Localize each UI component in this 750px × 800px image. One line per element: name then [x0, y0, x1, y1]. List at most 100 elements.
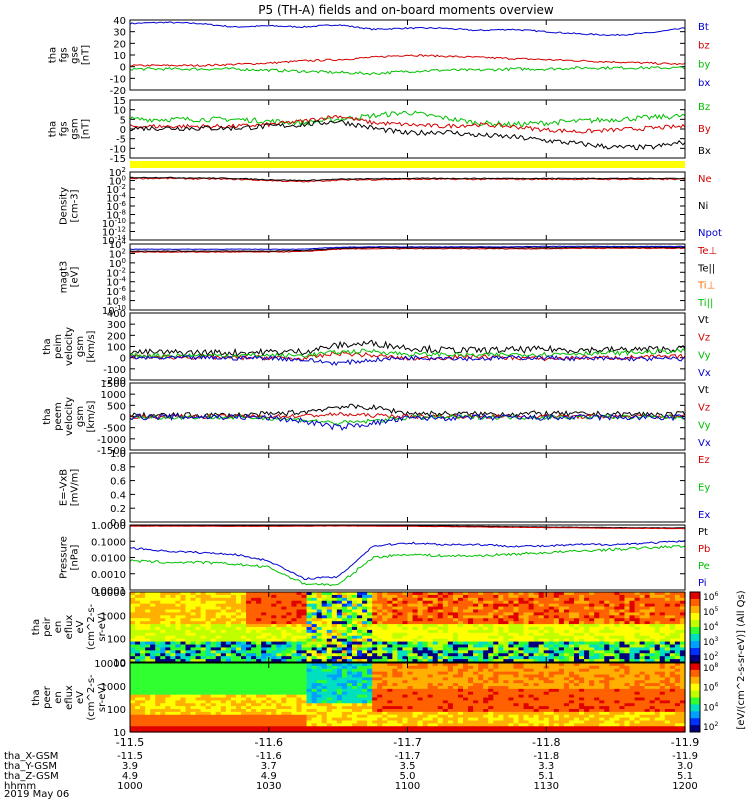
- spectrogram-cell: [452, 659, 459, 663]
- spectrogram-cell: [135, 653, 141, 657]
- spectrogram-cell: [543, 635, 550, 640]
- ylabel-line: en: [53, 621, 64, 634]
- spectrogram-cell: [357, 647, 363, 651]
- legend-entry: Vz: [698, 333, 710, 344]
- spectrogram-cell: [599, 603, 605, 608]
- spectrogram-cell: [463, 624, 469, 628]
- spectrogram-cell: [493, 703, 499, 707]
- spectrogram-cell: [341, 629, 348, 634]
- spectrogram-cell: [140, 691, 146, 696]
- spectrogram-cell: [160, 723, 166, 727]
- spectrogram-cell: [478, 629, 484, 634]
- spectrogram-cell: [498, 700, 504, 704]
- spectrogram-cell: [225, 615, 232, 619]
- spectrogram-cell: [594, 606, 600, 611]
- spectrogram-cell: [392, 592, 399, 596]
- spectrogram-cell: [538, 656, 545, 660]
- spectrogram-cell: [160, 720, 166, 724]
- spectrogram-cell: [276, 650, 282, 654]
- spectrogram-cell: [498, 688, 504, 693]
- spectrogram-cell: [362, 597, 368, 602]
- spectrogram-cell: [437, 674, 444, 678]
- spectrogram-cell: [513, 668, 520, 673]
- spectrogram-cell: [599, 615, 605, 619]
- spectrogram-cell: [528, 615, 535, 619]
- colorbar-tick-label: 105: [703, 606, 718, 618]
- spectrogram-cell: [498, 609, 504, 614]
- spectrogram-cell: [160, 618, 166, 622]
- spectrogram-cell: [382, 691, 388, 696]
- spectrogram-cell: [513, 659, 520, 663]
- spectrogram-cell: [372, 621, 378, 625]
- ylabel-line: tha: [42, 408, 53, 424]
- spectrogram-cell: [130, 641, 136, 646]
- spectrogram-cell: [130, 600, 136, 605]
- spectrogram-cell: [331, 711, 338, 716]
- spectrogram-cell: [659, 600, 666, 605]
- spectrogram-cell: [276, 677, 282, 681]
- spectrogram-cell: [352, 609, 358, 614]
- spectrogram-cell: [483, 635, 489, 640]
- spectrogram-cell: [508, 700, 515, 704]
- spectrogram-cell: [629, 627, 636, 631]
- spectrogram-cell: [498, 603, 504, 608]
- spectrogram-cell: [447, 709, 454, 713]
- spectrogram-cell: [498, 653, 504, 657]
- spectrogram-cell: [629, 612, 636, 616]
- spectrogram-cell: [241, 674, 247, 678]
- spectrogram-cell: [266, 706, 272, 710]
- spectrogram-cell: [498, 671, 504, 676]
- spectrogram-cell: [437, 723, 444, 727]
- spectrogram-cell: [251, 686, 257, 690]
- spectrogram-cell: [130, 711, 136, 716]
- spectrogram-cell: [609, 615, 615, 619]
- ylabel-line: (cm^2-s-: [86, 603, 97, 650]
- spectrogram-cell: [468, 624, 474, 628]
- spectrogram-cell: [503, 688, 510, 693]
- spectrogram-cell: [210, 671, 217, 676]
- spectrogram-cell: [140, 592, 146, 596]
- spectrogram-cell: [205, 694, 212, 699]
- spectrogram-cell: [427, 671, 434, 676]
- spectrogram-cell: [130, 683, 136, 687]
- spectrogram-cell: [634, 597, 641, 602]
- spectrogram-cell: [362, 659, 368, 663]
- spectrogram-cell: [235, 644, 242, 649]
- spectrogram-cell: [306, 629, 313, 634]
- spectrogram-cell: [679, 641, 686, 646]
- series-line: [129, 54, 686, 67]
- spectrogram-cell: [235, 691, 242, 696]
- spectrogram-cell: [659, 629, 666, 634]
- spectrogram-cell: [382, 635, 388, 640]
- spectrogram-cell: [533, 688, 540, 693]
- spectrogram-cell: [155, 665, 161, 670]
- spectrogram-cell: [301, 594, 308, 599]
- spectrogram-cell: [251, 629, 257, 634]
- spectrogram-cell: [513, 720, 520, 724]
- spectrogram-cell: [352, 612, 358, 616]
- spectrogram-cell: [518, 644, 525, 649]
- spectrogram-cell: [452, 663, 459, 667]
- spectrogram-cell: [382, 665, 388, 670]
- spectrogram-cell: [185, 700, 192, 704]
- spectrogram-cell: [336, 729, 343, 733]
- spectrogram-cell: [246, 638, 252, 643]
- spectrogram-cell: [246, 694, 252, 699]
- spectrogram-cell: [518, 663, 525, 667]
- spectrogram-cell: [357, 635, 363, 640]
- spectrogram-cell: [538, 644, 545, 649]
- spectrogram-cell: [301, 700, 308, 704]
- spectrogram-cell: [336, 723, 343, 727]
- spectrogram-cell: [336, 644, 343, 649]
- spectrogram-cell: [483, 597, 489, 602]
- spectrogram-cell: [220, 729, 227, 733]
- spectrogram-cell: [639, 612, 646, 616]
- spectrogram-cell: [346, 635, 353, 640]
- spectrogram-cell: [276, 635, 282, 640]
- spectrogram-cell: [452, 703, 459, 707]
- series-line: [129, 354, 686, 367]
- spectrogram-cell: [624, 653, 631, 657]
- spectrogram-cell: [220, 624, 227, 628]
- spectrogram-cell: [649, 594, 656, 599]
- spectrogram-cell: [286, 697, 293, 701]
